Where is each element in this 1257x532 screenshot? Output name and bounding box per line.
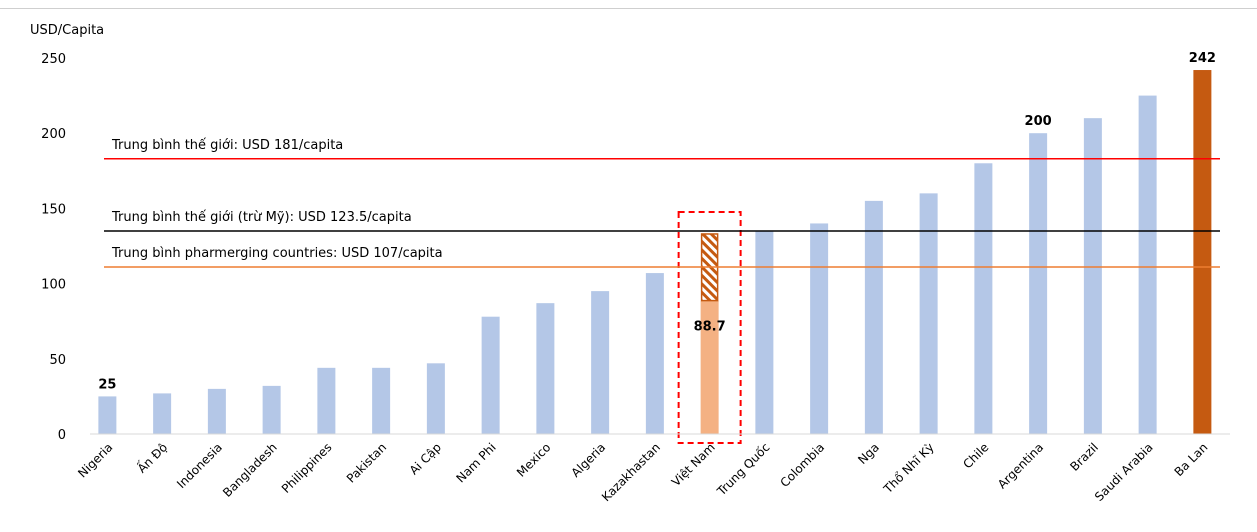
x-category-label: Pakistan bbox=[344, 440, 389, 485]
x-category-label: Ba Lan bbox=[1172, 440, 1211, 479]
y-tick-label: 50 bbox=[49, 353, 66, 368]
reference-line-label: Trung bình thế giới (trừ Mỹ): USD 123.5/… bbox=[111, 210, 412, 225]
top-rule bbox=[0, 8, 1257, 9]
y-axis: 0 50 100 150 200 250 bbox=[41, 52, 66, 443]
x-category-label: Bangladesh bbox=[220, 440, 280, 500]
data-label: 25 bbox=[98, 377, 116, 392]
bar bbox=[1138, 95, 1157, 434]
y-tick-label: 200 bbox=[41, 127, 66, 142]
data-label: 88.7 bbox=[694, 320, 726, 335]
x-category-label: Ấn Độ bbox=[133, 439, 170, 476]
data-label: 242 bbox=[1189, 51, 1216, 66]
bar bbox=[1029, 133, 1048, 434]
bar bbox=[810, 223, 829, 434]
highlight-box bbox=[677, 211, 742, 444]
bar bbox=[481, 316, 500, 434]
reference-lines: Trung bình thế giới: USD 181/capita Trung… bbox=[104, 138, 1220, 268]
reference-line-label: Trung bình pharmerging countries: USD 10… bbox=[111, 246, 443, 261]
x-category-label: Việt Nam bbox=[669, 440, 718, 489]
data-labels: 25 88.7 200 242 bbox=[98, 51, 1216, 392]
x-category-label: Thổ Nhĩ Kỳ bbox=[880, 440, 936, 496]
x-category-label: Indonesia bbox=[174, 440, 225, 491]
x-category-label: Nam Phi bbox=[453, 440, 498, 485]
bar bbox=[153, 393, 172, 434]
x-category-label: Argentina bbox=[995, 440, 1046, 491]
x-category-label: Nigeria bbox=[75, 440, 115, 480]
bar bbox=[755, 230, 774, 434]
y-tick-label: 0 bbox=[58, 428, 66, 443]
x-category-label: Mexico bbox=[514, 440, 554, 480]
x-category-label: Chile bbox=[960, 440, 991, 471]
bar bbox=[591, 291, 610, 434]
y-tick-label: 100 bbox=[41, 278, 66, 293]
bar bbox=[207, 388, 226, 434]
reference-line-label: Trung bình thế giới: USD 181/capita bbox=[111, 138, 343, 153]
bar bbox=[426, 363, 445, 434]
y-tick-label: 150 bbox=[41, 202, 66, 217]
bar bbox=[372, 367, 391, 434]
bar bbox=[317, 367, 336, 434]
bar bbox=[536, 303, 555, 434]
x-category-label: Philippines bbox=[279, 440, 335, 496]
bar bbox=[919, 193, 938, 434]
bar bbox=[700, 300, 719, 434]
y-tick-label: 250 bbox=[41, 52, 66, 67]
x-category-label: Algeria bbox=[569, 440, 609, 480]
x-category-label: Kazakhastan bbox=[599, 440, 663, 504]
bar bbox=[98, 396, 117, 434]
bar bbox=[1083, 118, 1102, 434]
bar bbox=[1193, 70, 1212, 435]
bars bbox=[90, 70, 1230, 444]
x-category-label: Nga bbox=[855, 440, 882, 467]
x-category-label: Ai Cập bbox=[407, 440, 444, 477]
y-unit-label: USD/Capita bbox=[30, 23, 104, 38]
x-category-label: Saudi Arabia bbox=[1092, 440, 1156, 504]
data-label: 200 bbox=[1025, 114, 1052, 129]
bar bbox=[262, 385, 281, 434]
x-category-label: Colombia bbox=[777, 440, 827, 490]
bar bbox=[974, 163, 993, 434]
bar bbox=[864, 200, 883, 434]
x-category-label: Trung Quốc bbox=[714, 440, 773, 499]
bar bbox=[645, 273, 664, 434]
x-category-label: Brazil bbox=[1067, 440, 1101, 474]
